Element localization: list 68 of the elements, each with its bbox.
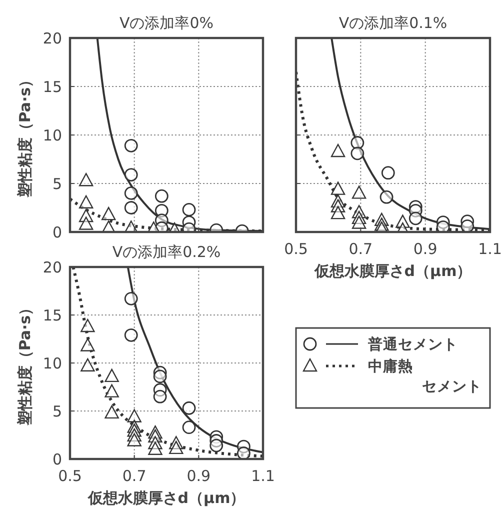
point (380, 190, 394, 204)
point (330, 182, 346, 195)
point (124, 168, 138, 182)
y-tick-label: 20 (42, 29, 62, 48)
point (436, 220, 450, 232)
point (124, 328, 138, 342)
y-tick-label: 5 (52, 174, 62, 193)
y-tick-label: 0 (52, 450, 62, 468)
point (127, 433, 142, 446)
y-axis-title: 塑性粘度（Pa·s） (16, 300, 34, 427)
point (124, 138, 138, 152)
point (154, 189, 168, 203)
chart-title: Vの添加率0.2% (112, 243, 221, 261)
point (153, 390, 167, 404)
x-tick-label: 0.9 (413, 240, 438, 258)
x-tick-label: 0.5 (58, 467, 82, 485)
point (350, 146, 364, 160)
x-axis-title: 仮想水膜厚さd（μm） (86, 489, 246, 507)
point (80, 318, 95, 332)
point (408, 212, 422, 226)
y-tick-label: 10 (42, 126, 62, 144)
x-tick-label: 0.7 (348, 240, 373, 258)
x-tick-label: 0.9 (186, 467, 211, 485)
y-tick-label: 15 (42, 78, 62, 96)
point (169, 440, 184, 454)
point (78, 195, 94, 208)
point (182, 202, 196, 216)
point (80, 358, 95, 372)
x-tick-label: 1.1 (251, 467, 275, 485)
x-tick-label: 0.7 (122, 467, 146, 485)
point (127, 409, 142, 422)
y-tick-label: 15 (42, 306, 62, 324)
y-tick-label: 0 (52, 223, 62, 242)
y-tick-label: 20 (42, 258, 62, 276)
point (381, 166, 395, 180)
point (124, 201, 138, 214)
point (352, 186, 366, 199)
point (237, 446, 250, 459)
point (78, 172, 94, 186)
legend-label: 中庸熱セメント (368, 357, 482, 396)
chart-title: Vの添加率0% (119, 14, 214, 32)
point (182, 401, 196, 415)
point (350, 136, 364, 150)
point (104, 384, 119, 398)
point (460, 219, 474, 232)
x-tick-label: 1.1 (478, 240, 501, 258)
point (210, 438, 224, 452)
point (104, 368, 119, 382)
point (102, 206, 116, 220)
y-axis-title: 塑性粘度（Pa·s） (16, 72, 34, 199)
x-axis-title: 仮想水膜厚さd（μm） (313, 262, 472, 280)
point (148, 442, 162, 455)
point (330, 206, 346, 220)
point (330, 144, 346, 158)
point (352, 216, 366, 229)
point (182, 420, 196, 434)
point (153, 370, 167, 384)
point (80, 338, 95, 352)
point (78, 216, 94, 230)
legend-label: 普通セメント (367, 335, 458, 354)
point (104, 405, 119, 419)
y-tick-label: 5 (52, 402, 62, 420)
point (124, 186, 138, 200)
line-series (72, 267, 263, 458)
x-tick-label: 0.5 (284, 240, 308, 258)
point (124, 292, 138, 306)
chart-title: Vの添加率0.1% (338, 14, 448, 32)
y-tick-label: 10 (42, 354, 62, 372)
